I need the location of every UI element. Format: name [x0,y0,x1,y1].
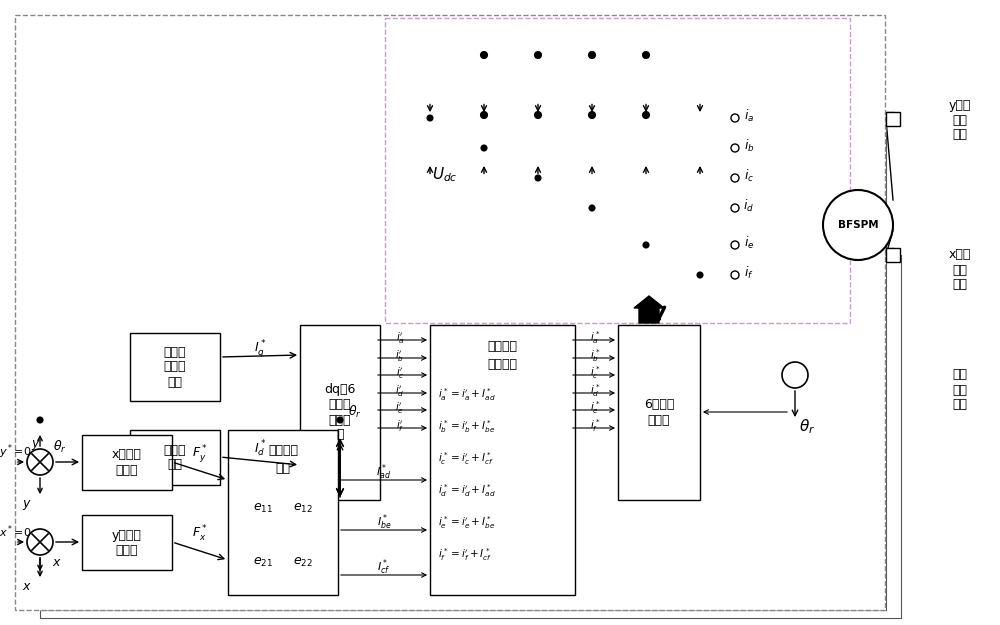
Text: BFSPM: BFSPM [838,220,878,230]
Bar [886,112,900,126]
Text: $i_f'$: $i_f'$ [396,418,404,434]
Text: $i_c$: $i_c$ [744,168,754,184]
Text: $i_d$: $i_d$ [743,198,755,214]
Circle shape [534,51,542,59]
Text: x方向
位移
检测: x方向 位移 检测 [949,249,971,291]
Circle shape [535,175,541,181]
Circle shape [534,111,542,119]
Text: $i_e$: $i_e$ [744,235,754,251]
Text: y: y [23,498,30,511]
Text: $i_c^* = i_c' + I_{cf}^*$: $i_c^* = i_c' + I_{cf}^*$ [438,451,494,468]
Text: $\theta_r$: $\theta_r$ [53,439,67,455]
Text: $I_q^*$: $I_q^*$ [254,338,266,360]
Text: $e_{21}$: $e_{21}$ [253,556,273,569]
Circle shape [588,51,596,59]
Bar [300,325,380,500]
Text: $I_{cf}^*$: $I_{cf}^*$ [377,558,391,577]
Circle shape [480,111,488,119]
Circle shape [337,417,343,423]
Text: $e_{22}$: $e_{22}$ [293,556,313,569]
Text: $i_e'$: $i_e'$ [395,400,405,416]
Text: x: x [52,556,60,569]
Bar [130,333,220,401]
Circle shape [731,114,739,122]
Text: $i_a^*$: $i_a^*$ [590,329,600,346]
Text: $i_e^* = i_e' + I_{be}^*$: $i_e^* = i_e' + I_{be}^*$ [438,514,495,531]
Bar [618,325,700,500]
Circle shape [588,111,596,119]
Text: $F_x^*$: $F_x^*$ [192,524,208,544]
Text: 转子
位置
检测: 转子 位置 检测 [952,369,968,411]
Circle shape [589,205,595,211]
Bar [430,325,575,595]
Text: $i_a'$: $i_a'$ [396,330,404,346]
Text: $F_y^*$: $F_y^*$ [192,443,208,465]
Text: $i_b$: $i_b$ [744,138,754,154]
FancyArrow shape [634,296,664,323]
Circle shape [697,272,703,278]
Circle shape [480,51,488,59]
Text: $e_{12}$: $e_{12}$ [293,501,313,514]
Text: 悬浮电流: 悬浮电流 [268,444,298,456]
Text: $i_a^* = i_a' + I_{ad}^*$: $i_a^* = i_a' + I_{ad}^*$ [438,387,496,403]
Text: $I_d^*$: $I_d^*$ [254,439,266,459]
Bar [15,15,885,610]
Bar [82,435,172,490]
Text: y: y [31,438,39,451]
Circle shape [481,145,487,151]
Text: $i_d^*$: $i_d^*$ [590,382,600,399]
Circle shape [731,271,739,279]
Bar [385,18,850,323]
Text: $i_c'$: $i_c'$ [396,365,404,381]
Circle shape [782,362,808,388]
Text: x轴位移
控制器: x轴位移 控制器 [112,449,142,476]
Text: $i_f$: $i_f$ [744,265,754,281]
Text: $i_d^* = i_d' + I_{ad}^*$: $i_d^* = i_d' + I_{ad}^*$ [438,482,496,499]
Circle shape [27,449,53,475]
Text: 电流给定: 电流给定 [487,359,517,371]
Circle shape [731,174,739,182]
Text: y方向
位移
检测: y方向 位移 检测 [949,99,971,141]
Text: $i_f^*$: $i_f^*$ [590,418,600,434]
Text: y轴位移
控制器: y轴位移 控制器 [112,529,142,556]
Text: $\theta_r$: $\theta_r$ [348,404,362,420]
Text: 计算: 计算 [276,461,290,474]
Text: $i_e^*$: $i_e^*$ [590,399,600,416]
Text: $e_{11}$: $e_{11}$ [253,501,273,514]
Text: $y^*\!=\!0$: $y^*\!=\!0$ [0,442,31,461]
Circle shape [643,242,649,248]
Text: $x^*\!=\!0$: $x^*\!=\!0$ [0,524,31,540]
Circle shape [731,144,739,152]
Bar [130,430,220,485]
Circle shape [823,190,893,260]
Text: $\theta_r$: $\theta_r$ [799,418,815,436]
Circle shape [731,241,739,249]
Text: dq向6
相静止
坐标变
换: dq向6 相静止 坐标变 换 [324,384,356,441]
Text: 计算定子: 计算定子 [487,341,517,354]
Circle shape [37,417,43,423]
Text: $i_b^* = i_b' + I_{be}^*$: $i_b^* = i_b' + I_{be}^*$ [438,419,495,436]
Bar [228,430,338,595]
Text: 弱磁控
制器: 弱磁控 制器 [164,444,186,471]
Bar [82,515,172,570]
Circle shape [642,111,650,119]
Circle shape [27,529,53,555]
Circle shape [427,115,433,121]
Text: $I_{ad}^*$: $I_{ad}^*$ [376,462,392,482]
Circle shape [731,204,739,212]
Text: $I_{be}^*$: $I_{be}^*$ [377,512,391,532]
Circle shape [642,51,650,59]
Text: 转速或
位置控
制器: 转速或 位置控 制器 [164,346,186,389]
Text: 6相电流
控制器: 6相电流 控制器 [644,399,674,426]
Bar [886,248,900,262]
Text: $i_a$: $i_a$ [744,108,754,124]
Text: $i_b^*$: $i_b^*$ [590,348,600,364]
Text: $U_{dc}$: $U_{dc}$ [432,166,458,184]
Text: $i_f^* = i_f' + I_{cf}^*$: $i_f^* = i_f' + I_{cf}^*$ [438,547,492,563]
Text: $i_d'$: $i_d'$ [395,383,405,399]
Text: $i_b'$: $i_b'$ [395,348,405,364]
Text: x: x [23,579,30,592]
Text: $i_c^*$: $i_c^*$ [590,364,600,381]
